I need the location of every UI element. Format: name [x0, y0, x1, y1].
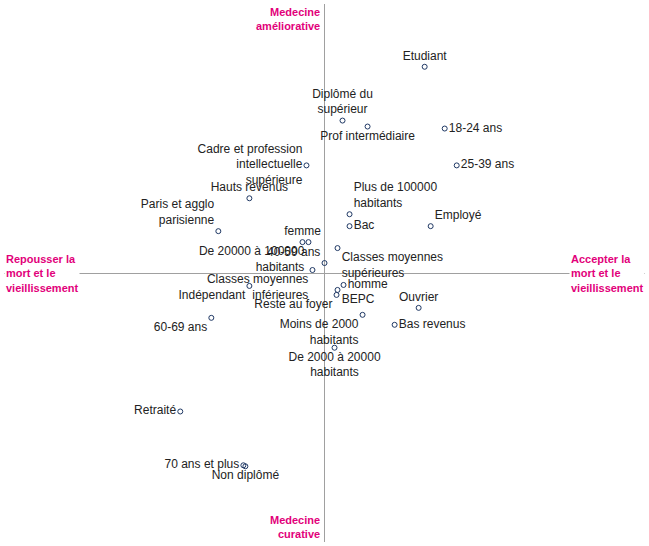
svg-text:Hauts revenus: Hauts revenus	[211, 180, 288, 194]
svg-text:70 ans et plus: 70 ans et plus	[165, 457, 240, 471]
svg-text:Paris et aggloparisienne: Paris et aggloparisienne	[141, 197, 215, 227]
svg-text:Accepter lamort et levieilliss: Accepter lamort et levieillissement	[571, 253, 643, 294]
svg-text:Classes moyennessupérieures: Classes moyennessupérieures	[342, 250, 443, 280]
svg-text:Moins de 2000habitants: Moins de 2000habitants	[280, 317, 359, 347]
svg-text:Medecinecurative: Medecinecurative	[270, 514, 320, 540]
svg-text:Retraité: Retraité	[134, 403, 176, 417]
svg-text:De 2000 à 20000habitants: De 2000 à 20000habitants	[288, 350, 380, 380]
svg-text:Bas revenus: Bas revenus	[399, 317, 466, 331]
svg-text:Classes moyennesinférieures: Classes moyennesinférieures	[207, 272, 308, 302]
svg-text:60-69 ans: 60-69 ans	[154, 320, 207, 334]
svg-text:homme: homme	[348, 277, 388, 291]
svg-text:Reste au foyer: Reste au foyer	[254, 297, 332, 311]
svg-text:Non diplômé: Non diplômé	[212, 468, 280, 482]
svg-text:Prof intermédiaire: Prof intermédiaire	[320, 129, 415, 143]
svg-text:BEPC: BEPC	[342, 292, 375, 306]
svg-text:25-39 ans: 25-39 ans	[461, 157, 514, 171]
svg-text:De 20000 à 100000habitants: De 20000 à 100000habitants	[199, 244, 305, 274]
svg-text:Medecineaméliorative: Medecineaméliorative	[256, 6, 320, 32]
svg-text:18-24 ans: 18-24 ans	[449, 121, 502, 135]
svg-text:Ouvrier: Ouvrier	[399, 290, 438, 304]
svg-text:Repousser lamort et levieillis: Repousser lamort et levieillissement	[6, 253, 78, 294]
svg-text:Diplômé dusupérieur: Diplômé dusupérieur	[312, 87, 373, 117]
svg-text:Employé: Employé	[435, 208, 482, 222]
svg-text:Indépendant: Indépendant	[179, 288, 246, 302]
svg-text:Cadre et professionintellectue: Cadre et professionintellectuellesupérie…	[198, 142, 303, 187]
svg-text:Etudiant: Etudiant	[403, 49, 448, 63]
svg-text:40-59 ans: 40-59 ans	[267, 245, 320, 259]
svg-text:Bac: Bac	[354, 218, 375, 232]
svg-text:femme: femme	[284, 224, 321, 238]
svg-text:Plus de 100000habitants: Plus de 100000habitants	[354, 180, 438, 210]
